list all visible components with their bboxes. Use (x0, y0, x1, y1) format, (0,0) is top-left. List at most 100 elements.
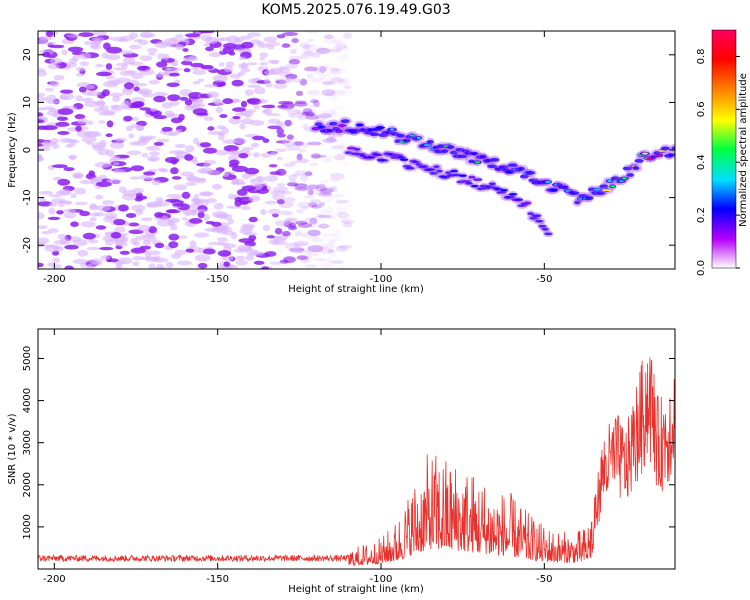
noise-speckle (217, 250, 231, 257)
noise-speckle (193, 193, 200, 201)
noise-speckle (171, 176, 182, 180)
noise-speckle (310, 99, 319, 104)
noise-speckle (239, 201, 249, 205)
noise-speckle (249, 120, 265, 126)
noise-speckle (49, 44, 65, 49)
noise-speckle (322, 158, 332, 164)
noise-speckle (239, 123, 246, 130)
noise-speckle (106, 54, 121, 61)
noise-speckle (313, 100, 320, 107)
noise-speckle (306, 245, 314, 252)
noise-speckle (306, 50, 313, 55)
noise-speckle (194, 232, 210, 238)
noise-speckle (78, 32, 94, 37)
noise-speckle (295, 158, 309, 164)
noise-speckle (203, 214, 210, 221)
axis-tick: -200 (43, 31, 66, 285)
noise-speckle (262, 138, 270, 143)
noise-speckle (82, 135, 97, 143)
noise-speckle (225, 61, 235, 68)
noise-speckle (329, 184, 339, 188)
noise-speckle (105, 75, 117, 80)
noise-speckle (343, 131, 350, 137)
colorbar-tick: 0.4 (696, 154, 740, 170)
noise-speckle (302, 257, 310, 261)
noise-speckle (259, 62, 268, 66)
snr-panel: -200 -150 -100 -50 1000 2000 3000 4000 5000 Hei… (7, 328, 676, 595)
noise-speckle (181, 217, 188, 221)
secondary-track-core (531, 214, 542, 218)
noise-speckle (335, 205, 343, 211)
noise-speckle (110, 232, 122, 239)
noise-speckle (86, 263, 94, 269)
noise-speckle (141, 152, 149, 158)
tick-label: 3000 (22, 430, 33, 455)
secondary-track-core (538, 224, 547, 228)
noise-speckle (48, 202, 58, 207)
noise-speckle (132, 256, 145, 261)
noise-speckle (294, 109, 301, 115)
noise-speckle (106, 120, 114, 128)
noise-speckle (157, 53, 165, 60)
noise-speckle (328, 70, 338, 75)
secondary-track-core (465, 182, 473, 185)
noise-speckle (112, 95, 121, 102)
signal-track-peak (506, 171, 513, 174)
noise-speckle (223, 261, 231, 268)
snr-y-label: SNR (10 * v/v) (7, 413, 18, 484)
signal-track-core (458, 154, 468, 159)
noise-speckle (174, 143, 186, 149)
snr-frame (37, 328, 676, 570)
noise-speckle (186, 105, 201, 109)
noise-speckle (199, 191, 212, 197)
noise-speckle (163, 131, 176, 136)
noise-speckle (233, 137, 247, 145)
noise-speckle (302, 108, 313, 115)
noise-speckle (218, 62, 225, 67)
signal-track-core (426, 140, 434, 144)
noise-speckle (168, 233, 180, 241)
noise-speckle (57, 178, 70, 186)
noise-speckle (147, 47, 158, 53)
noise-speckle (109, 92, 124, 97)
noise-speckle (335, 229, 343, 236)
noise-speckle (207, 130, 222, 136)
axis-tick: -150 (206, 31, 229, 285)
signal-track-peak (655, 154, 664, 157)
noise-speckle (307, 188, 314, 196)
noise-speckle (199, 142, 212, 148)
tick-label: 20 (22, 48, 33, 61)
noise-speckle (140, 217, 153, 222)
noise-speckle (197, 78, 205, 83)
noise-speckle (159, 168, 169, 173)
noise-speckle (319, 75, 326, 80)
noise-speckle (189, 218, 203, 224)
noise-speckle (331, 37, 347, 44)
noise-speckle (285, 144, 301, 151)
axis-tick: -150 (206, 329, 229, 585)
noise-speckle (88, 170, 95, 176)
noise-speckle (302, 44, 312, 50)
secondary-track-peak (510, 193, 516, 196)
noise-speckle (304, 66, 318, 72)
noise-speckle (250, 142, 260, 148)
noise-speckle (49, 58, 63, 65)
noise-speckle (174, 129, 183, 134)
noise-speckle (302, 51, 316, 56)
noise-speckle (263, 78, 271, 84)
noise-speckle (205, 198, 218, 204)
noise-speckle (285, 73, 298, 80)
noise-speckle (167, 94, 181, 102)
noise-speckle (335, 69, 343, 74)
secondary-track-core (453, 173, 461, 177)
snr-y-axis: 1000 2000 3000 4000 5000 (22, 346, 675, 540)
noise-speckle (288, 112, 297, 119)
noise-speckle (264, 251, 277, 257)
noise-speckle (310, 153, 321, 159)
noise-speckle (315, 116, 329, 121)
noise-speckle (323, 243, 336, 249)
noise-speckle (300, 174, 308, 182)
noise-speckle (288, 174, 298, 181)
noise-speckle (314, 71, 325, 76)
noise-speckle (64, 265, 74, 269)
